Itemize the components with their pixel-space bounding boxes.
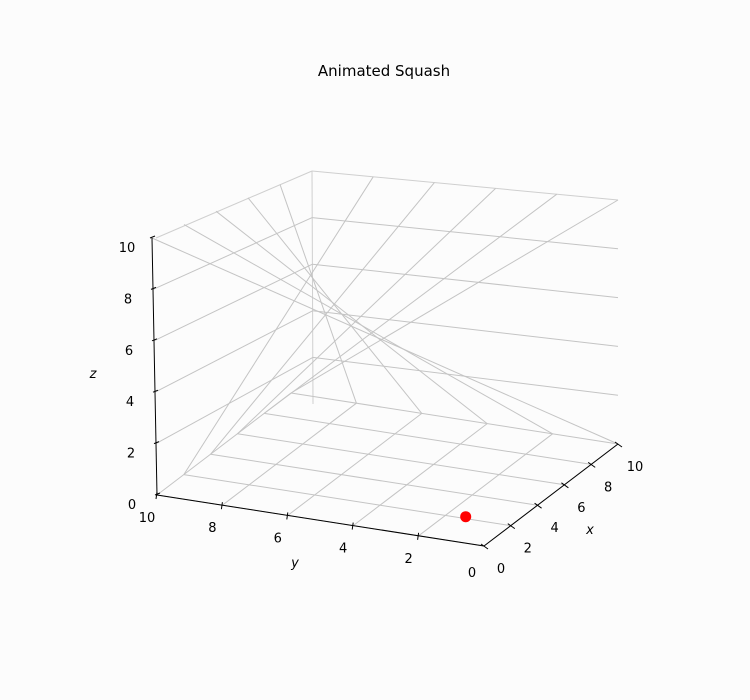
wall-left-vgrid-8 [183, 224, 553, 435]
data-point-0 [460, 511, 472, 523]
wall-right-vgrid-10 [290, 199, 619, 394]
y-tick-label-8: 8 [208, 521, 216, 536]
z-tick-8 [150, 286, 157, 290]
data-points [460, 511, 472, 523]
z-tick-label-4: 4 [126, 395, 134, 410]
y-ticks: 2 4 6 8 10 [139, 491, 420, 567]
floor-grid-x-4 [210, 453, 538, 506]
wall-left-hgrid-6 [153, 263, 313, 342]
floor-grid-y-6 [287, 413, 423, 516]
grid-lines [151, 176, 619, 547]
y-tick-6 [286, 512, 289, 520]
x-tick-label-6: 6 [577, 501, 585, 516]
y-tick-label-6: 6 [274, 531, 282, 546]
floor-grid-y-8 [222, 402, 357, 506]
z-tick-4 [152, 389, 159, 393]
floor-grid-x-10 [290, 392, 619, 445]
y-tick-8 [220, 502, 223, 510]
wall-left-hgrid-2 [155, 356, 314, 445]
y-tick-2 [417, 532, 420, 540]
wall-left-hgrid-8 [152, 217, 313, 290]
y-axis-line [156, 494, 485, 547]
x-tick-label-4: 4 [550, 521, 558, 536]
y-tick-label-2: 2 [404, 552, 412, 567]
x-tick-label-10: 10 [627, 460, 644, 475]
z-tick-label-8: 8 [124, 292, 132, 307]
x-tick-0 [480, 543, 489, 550]
floor-grid-y-2 [418, 433, 553, 537]
z-tick-label-0: 0 [128, 498, 136, 513]
wall-left-hgrid-4 [154, 310, 313, 393]
x-tick-4 [534, 502, 542, 509]
z-tick-label-6: 6 [125, 344, 133, 359]
x-tick-2 [507, 523, 516, 530]
y-axis-label: y [290, 556, 299, 571]
y-tick-label-4: 4 [339, 542, 347, 557]
x-tick-8 [587, 461, 596, 468]
y-tick-4 [351, 522, 354, 530]
x-ticks: 0 2 4 6 8 10 [480, 441, 644, 577]
wall-left-vgrid-10 [151, 237, 619, 445]
z-tick-0 [154, 492, 161, 496]
wall-right-hgrid-2 [312, 356, 619, 396]
floor-grid-x-8 [264, 412, 592, 465]
z-ticks: 0 2 4 6 8 10 [119, 235, 161, 513]
wall-right-hgrid-8 [312, 217, 619, 250]
wall-left-vgrid-6 [215, 210, 488, 424]
z-axis-line [151, 237, 158, 496]
x-tick-10 [614, 441, 623, 448]
pane-edges [155, 170, 619, 405]
y-tick-label-10: 10 [139, 511, 156, 526]
floor-grid-x-2 [183, 474, 511, 527]
wall-right-vgrid-2 [183, 176, 374, 475]
z-tick-label-10: 10 [119, 241, 136, 256]
z-axis-label: z [89, 367, 98, 382]
chart-title: Animated Squash [318, 62, 450, 80]
y-zero-tick-label: 0 [468, 566, 476, 581]
z-tick-2 [153, 441, 160, 445]
z-tick-6 [151, 338, 158, 342]
x-tick-6 [561, 482, 569, 489]
y-tick-10 [155, 491, 158, 500]
z-tick-10 [149, 235, 156, 239]
wall-right-vgrid-6 [237, 188, 496, 435]
x-tick-label-2: 2 [524, 542, 532, 557]
floor-grid-y-4 [352, 423, 488, 526]
wall-right-hgrid-4 [312, 310, 619, 347]
axes [151, 237, 619, 547]
wall-right-hgrid-6 [312, 263, 619, 299]
x-tick-label-8: 8 [604, 480, 612, 495]
x-axis-line [483, 443, 619, 547]
wall-right-vgrid-8 [263, 193, 558, 414]
x-axis-label: x [585, 523, 594, 538]
floor-grid-x-6 [237, 433, 565, 486]
z-tick-label-2: 2 [127, 447, 135, 462]
x-tick-label-0: 0 [497, 562, 505, 577]
wall-left-vgrid-2 [279, 184, 357, 404]
wall-right-vgrid-4 [210, 182, 435, 455]
